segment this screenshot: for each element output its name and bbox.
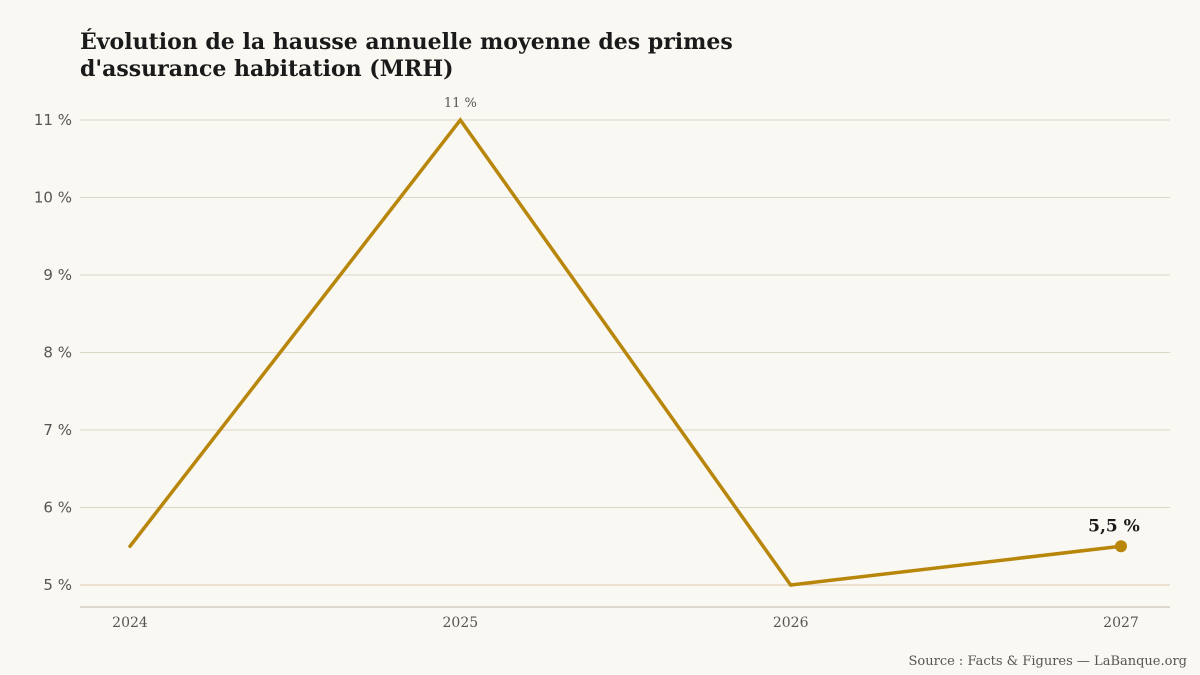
series-line bbox=[128, 117, 1123, 587]
y-tick-label: 8 % bbox=[43, 344, 72, 362]
x-axis-ticks: 2024 2025 2026 2027 bbox=[112, 615, 1139, 631]
chart-title-line-2: d'assurance habitation (MRH) bbox=[80, 56, 454, 82]
last-point-marker bbox=[1115, 540, 1127, 553]
y-tick-label: 7 % bbox=[43, 421, 72, 439]
x-tick-label: 2026 bbox=[773, 615, 809, 631]
y-tick-label: 9 % bbox=[43, 266, 72, 284]
series bbox=[128, 117, 1123, 587]
x-tick-label: 2024 bbox=[112, 615, 148, 631]
last-value-label: 5,5 % bbox=[1088, 516, 1140, 536]
x-tick-label: 2027 bbox=[1103, 615, 1139, 631]
y-tick-label: 6 % bbox=[43, 499, 72, 517]
x-tick-label: 2025 bbox=[443, 615, 479, 631]
chart-title-line-1: Évolution de la hausse annuelle moyenne … bbox=[80, 28, 733, 55]
y-axis-ticks: 5 % 6 % 7 % 8 % 9 % 10 % 11 % bbox=[34, 111, 72, 594]
y-tick-label: 5 % bbox=[43, 576, 72, 594]
annotations: 11 % 5,5 % bbox=[444, 96, 1140, 553]
y-tick-label: 10 % bbox=[34, 189, 72, 207]
y-tick-label: 11 % bbox=[34, 111, 72, 129]
gridlines bbox=[80, 119, 1170, 608]
source-note: Source : Facts & Figures — LaBanque.org bbox=[909, 654, 1188, 669]
peak-value-label: 11 % bbox=[444, 96, 477, 111]
